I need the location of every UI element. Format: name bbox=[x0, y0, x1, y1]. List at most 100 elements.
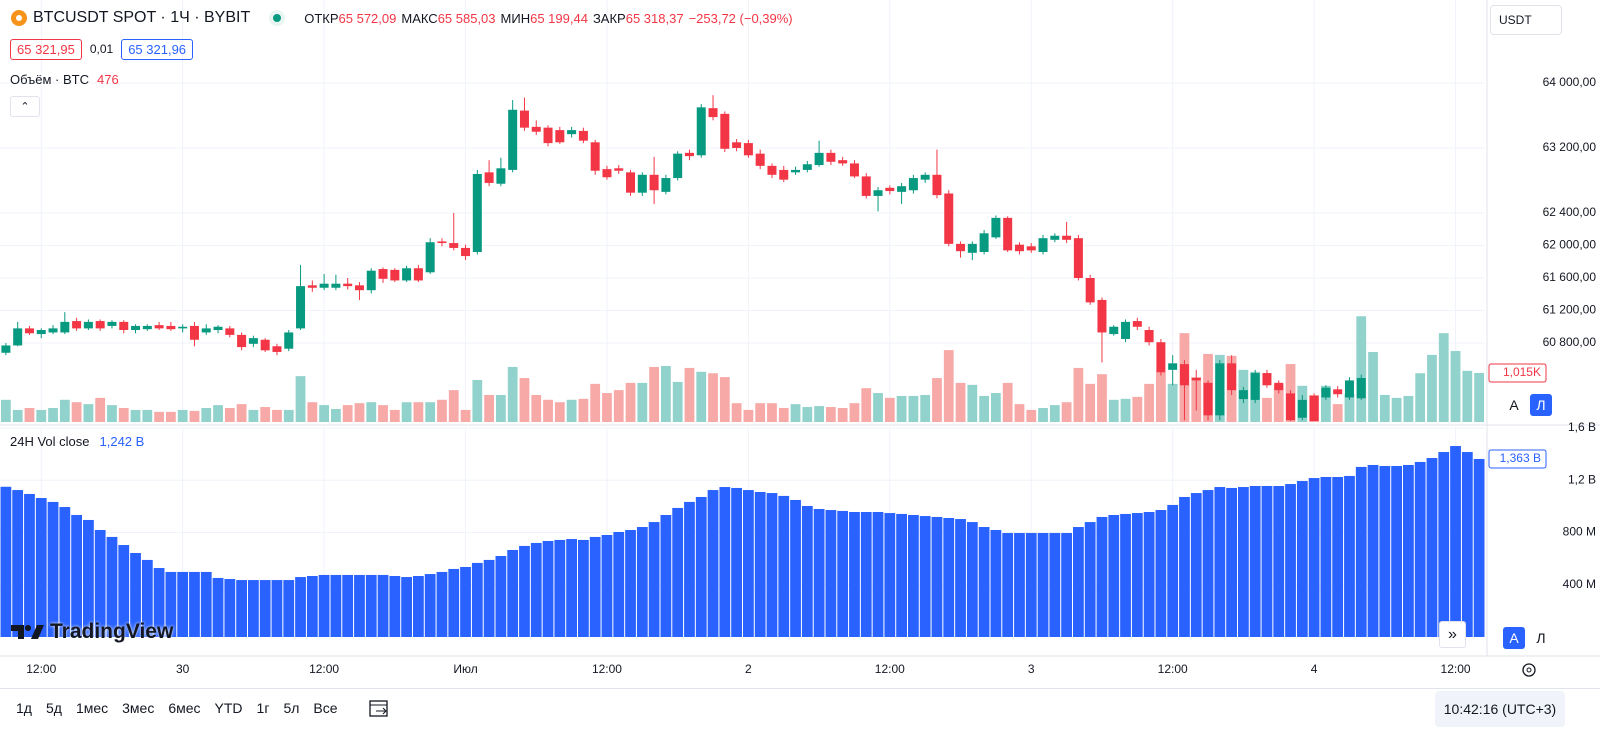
volume-bar bbox=[1, 399, 11, 422]
bar bbox=[1450, 446, 1461, 637]
x-tick-label: 12:00 bbox=[309, 662, 339, 676]
bar bbox=[1332, 476, 1344, 637]
volume-bar bbox=[425, 402, 436, 422]
auto-scale-button[interactable]: A bbox=[1503, 627, 1525, 649]
volume-bar bbox=[248, 409, 259, 422]
candle-body bbox=[390, 269, 400, 281]
bar bbox=[177, 571, 189, 637]
candle-body bbox=[248, 338, 258, 344]
volume-bar bbox=[1273, 384, 1284, 422]
bar bbox=[554, 539, 566, 637]
candle-body bbox=[201, 328, 211, 333]
bar bbox=[1355, 466, 1367, 637]
bar bbox=[684, 501, 695, 637]
log-scale-button[interactable]: Л bbox=[1536, 630, 1546, 646]
scroll-to-end[interactable]: » bbox=[1439, 621, 1466, 648]
volume-bar bbox=[826, 407, 836, 422]
bar bbox=[860, 511, 872, 637]
bar bbox=[801, 505, 813, 637]
bar bbox=[1025, 533, 1037, 637]
volume-bar bbox=[59, 399, 70, 422]
settings-icon[interactable] bbox=[1522, 663, 1536, 677]
candle-body bbox=[802, 164, 812, 170]
clock[interactable]: 10:42:16 (UTC+3) bbox=[1435, 691, 1565, 727]
bar bbox=[1426, 458, 1438, 637]
bar bbox=[990, 530, 1002, 637]
range-button[interactable]: 1г bbox=[256, 700, 270, 716]
bar bbox=[1438, 452, 1450, 637]
candle-body bbox=[36, 330, 46, 335]
bar bbox=[1096, 516, 1108, 637]
bar bbox=[1061, 533, 1072, 637]
candle-body bbox=[1109, 326, 1119, 335]
bar bbox=[236, 580, 247, 637]
bar bbox=[601, 534, 613, 637]
candle-body bbox=[1, 345, 11, 353]
bar bbox=[71, 514, 82, 637]
candle-body bbox=[696, 107, 706, 156]
x-tick-label: 4 bbox=[1311, 662, 1318, 676]
candle-body bbox=[402, 268, 412, 281]
bar bbox=[754, 492, 766, 637]
candle-body bbox=[849, 163, 859, 177]
bar bbox=[778, 495, 790, 637]
bar bbox=[354, 574, 365, 637]
bar bbox=[1473, 458, 1485, 637]
bar bbox=[813, 508, 825, 637]
bar bbox=[743, 490, 754, 637]
y-tick-label: 1,6 B bbox=[1568, 420, 1596, 434]
collapse-button[interactable]: ⌃ bbox=[10, 96, 40, 117]
volume-bar bbox=[460, 409, 471, 422]
range-button[interactable]: YTD bbox=[214, 700, 243, 716]
range-button[interactable]: 1д bbox=[16, 700, 32, 716]
candle-body bbox=[720, 113, 730, 149]
volume-bar bbox=[496, 394, 506, 422]
bar bbox=[94, 530, 106, 637]
range-button[interactable]: 5л bbox=[283, 700, 300, 716]
volume-bar bbox=[814, 406, 824, 422]
volume-bar bbox=[731, 403, 742, 422]
candle-body bbox=[967, 243, 977, 253]
calendar-icon[interactable] bbox=[367, 697, 391, 721]
volume-bar bbox=[719, 377, 730, 422]
candle-body bbox=[83, 321, 93, 329]
bar bbox=[1414, 461, 1426, 637]
volume-bar bbox=[661, 365, 671, 422]
last-value-box bbox=[1488, 449, 1547, 469]
candle-body bbox=[1014, 244, 1024, 252]
volume-bar bbox=[1415, 373, 1426, 422]
volume-bar bbox=[36, 409, 47, 422]
volume-bar bbox=[177, 409, 188, 422]
range-button[interactable]: 1мес bbox=[75, 700, 109, 716]
bar bbox=[24, 493, 35, 637]
candle-body bbox=[1309, 395, 1319, 422]
volume-bar bbox=[213, 405, 223, 422]
bar bbox=[978, 527, 990, 637]
volume-bar bbox=[920, 394, 931, 422]
bar bbox=[766, 493, 778, 637]
volume-bar bbox=[684, 367, 695, 422]
bid[interactable]: 65 321,95 bbox=[10, 38, 82, 60]
symbol[interactable]: BTCUSDT SPOT · 1Ч · BYBIT bbox=[33, 9, 251, 26]
bar bbox=[141, 559, 153, 637]
volume-bar bbox=[708, 373, 718, 422]
ask[interactable]: 65 321,96 bbox=[121, 38, 194, 60]
range-button[interactable]: Все bbox=[313, 700, 338, 716]
candle-body bbox=[979, 233, 989, 252]
range-button[interactable]: 5д bbox=[45, 700, 62, 716]
range-list: 1д 5д 1мес 3мес 6мес YTD 1г 5л Все bbox=[16, 689, 352, 727]
currency-select[interactable]: USDT bbox=[1490, 5, 1562, 35]
bar bbox=[1049, 533, 1061, 637]
log-scale-button[interactable]: Л bbox=[1530, 394, 1552, 416]
candle-body bbox=[343, 283, 353, 287]
toolbar: 1д 5д 1мес 3мес 6мес YTD 1г 5л Все 10:42:16 (UTC… bbox=[0, 688, 1600, 744]
range-button[interactable]: 3мес bbox=[122, 700, 155, 716]
bar bbox=[1084, 522, 1096, 637]
logo[interactable]: TradingView bbox=[10, 619, 173, 645]
range-button[interactable]: 6мес bbox=[168, 700, 201, 716]
candle-body bbox=[661, 178, 671, 192]
auto-scale-button[interactable]: A bbox=[1509, 397, 1519, 413]
candle-body bbox=[461, 247, 471, 257]
candle-body bbox=[319, 283, 329, 288]
